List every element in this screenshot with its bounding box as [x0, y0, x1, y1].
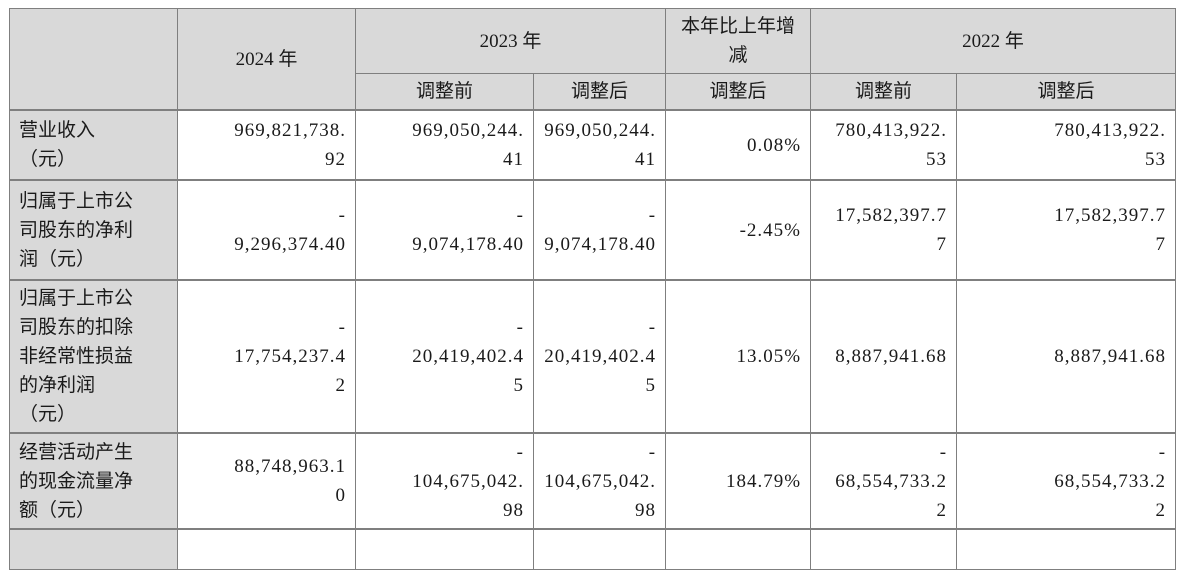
table-row-net-profit-excl-nonrecurring: 归属于上市公 司股东的扣除 非经常性损益 的净利润 （元） - 17,754,2… — [9, 279, 1177, 434]
row-label: 归属于上市公 司股东的净利 润（元） — [9, 179, 178, 281]
header-2023-before-adjustment: 调整前 — [355, 73, 534, 111]
financial-summary-table: 2024 年 2023 年 本年比上年增 减 2022 年 调整前 调整后 调整… — [9, 8, 1177, 570]
cell-2023-after-value: - 104,675,042. 98 — [532, 432, 667, 530]
cell-2022-after-value: 17,582,397.7 7 — [956, 179, 1177, 281]
header-change-vs-prior-year: 本年比上年增 减 — [665, 8, 812, 74]
cell-change-percent: -2.45% — [665, 179, 812, 281]
table-row-net-profit: 归属于上市公 司股东的净利 润（元） - 9,296,374.40 - 9,07… — [9, 179, 1177, 281]
cell-2023-after-value: - 20,419,402.4 5 — [532, 279, 667, 434]
cell-change-percent: 0.08% — [665, 109, 812, 181]
header-row-adjustment: 调整前 调整后 调整后 调整前 调整后 — [10, 73, 1177, 111]
cell-2023-after-value — [532, 528, 667, 570]
cell-2024-value: 969,821,738. 92 — [177, 109, 356, 181]
header-change-after-adjustment: 调整后 — [665, 73, 812, 111]
cell-2024-value: - 17,754,237.4 2 — [177, 279, 356, 434]
cell-2022-before-value: 780,413,922. 53 — [810, 109, 958, 181]
table-row-partial-cutoff — [9, 528, 1177, 570]
cell-2022-before-value: 17,582,397.7 7 — [810, 179, 958, 281]
cell-2022-after-value — [956, 528, 1177, 570]
header-2023-after-adjustment: 调整后 — [532, 73, 667, 111]
table-row-operating-cash-flow: 经营活动产生 的现金流量净 额（元） 88,748,963.1 0 - 104,… — [9, 432, 1177, 530]
table-row-operating-revenue: 营业收入 （元） 969,821,738. 92 969,050,244. 41… — [9, 109, 1177, 181]
cell-2022-after-value: 780,413,922. 53 — [956, 109, 1177, 181]
cell-2022-before-value: 8,887,941.68 — [810, 279, 958, 434]
cell-2023-before-value: - 20,419,402.4 5 — [355, 279, 534, 434]
header-2023: 2023 年 — [354, 8, 667, 74]
header-2022: 2022 年 — [810, 8, 1177, 74]
cell-2022-after-value: - 68,554,733.2 2 — [956, 432, 1177, 530]
cell-change-percent: 184.79% — [665, 432, 812, 530]
cell-2023-before-value — [355, 528, 534, 570]
cell-2022-after-value: 8,887,941.68 — [956, 279, 1177, 434]
cell-2023-after-value: 969,050,244. 41 — [532, 109, 667, 181]
cell-2023-after-value: - 9,074,178.40 — [532, 179, 667, 281]
cell-2023-before-value: - 9,074,178.40 — [355, 179, 534, 281]
financial-summary: 2024 年 2023 年 本年比上年增 减 2022 年 调整前 调整后 调整… — [9, 8, 1177, 570]
header-2022-before-adjustment: 调整前 — [810, 73, 958, 111]
cell-2024-value: 88,748,963.1 0 — [177, 432, 356, 530]
header-corner-cell — [9, 8, 178, 111]
cell-2023-before-value: 969,050,244. 41 — [355, 109, 534, 181]
header-2024: 2024 年 — [177, 8, 356, 111]
cell-change-percent: 13.05% — [665, 279, 812, 434]
header-2022-after-adjustment: 调整后 — [956, 73, 1177, 111]
header-row-years: 2024 年 2023 年 本年比上年增 减 2022 年 — [9, 8, 1177, 111]
cell-2022-before-value — [810, 528, 958, 570]
row-label: 营业收入 （元） — [9, 109, 178, 181]
cell-2023-before-value: - 104,675,042. 98 — [355, 432, 534, 530]
cell-2024-value — [177, 528, 356, 570]
row-label: 归属于上市公 司股东的扣除 非经常性损益 的净利润 （元） — [9, 279, 178, 434]
cell-2024-value: - 9,296,374.40 — [177, 179, 356, 281]
cell-change-percent — [665, 528, 812, 570]
row-label: 经营活动产生 的现金流量净 额（元） — [9, 432, 178, 530]
row-label — [9, 528, 178, 570]
cell-2022-before-value: - 68,554,733.2 2 — [810, 432, 958, 530]
